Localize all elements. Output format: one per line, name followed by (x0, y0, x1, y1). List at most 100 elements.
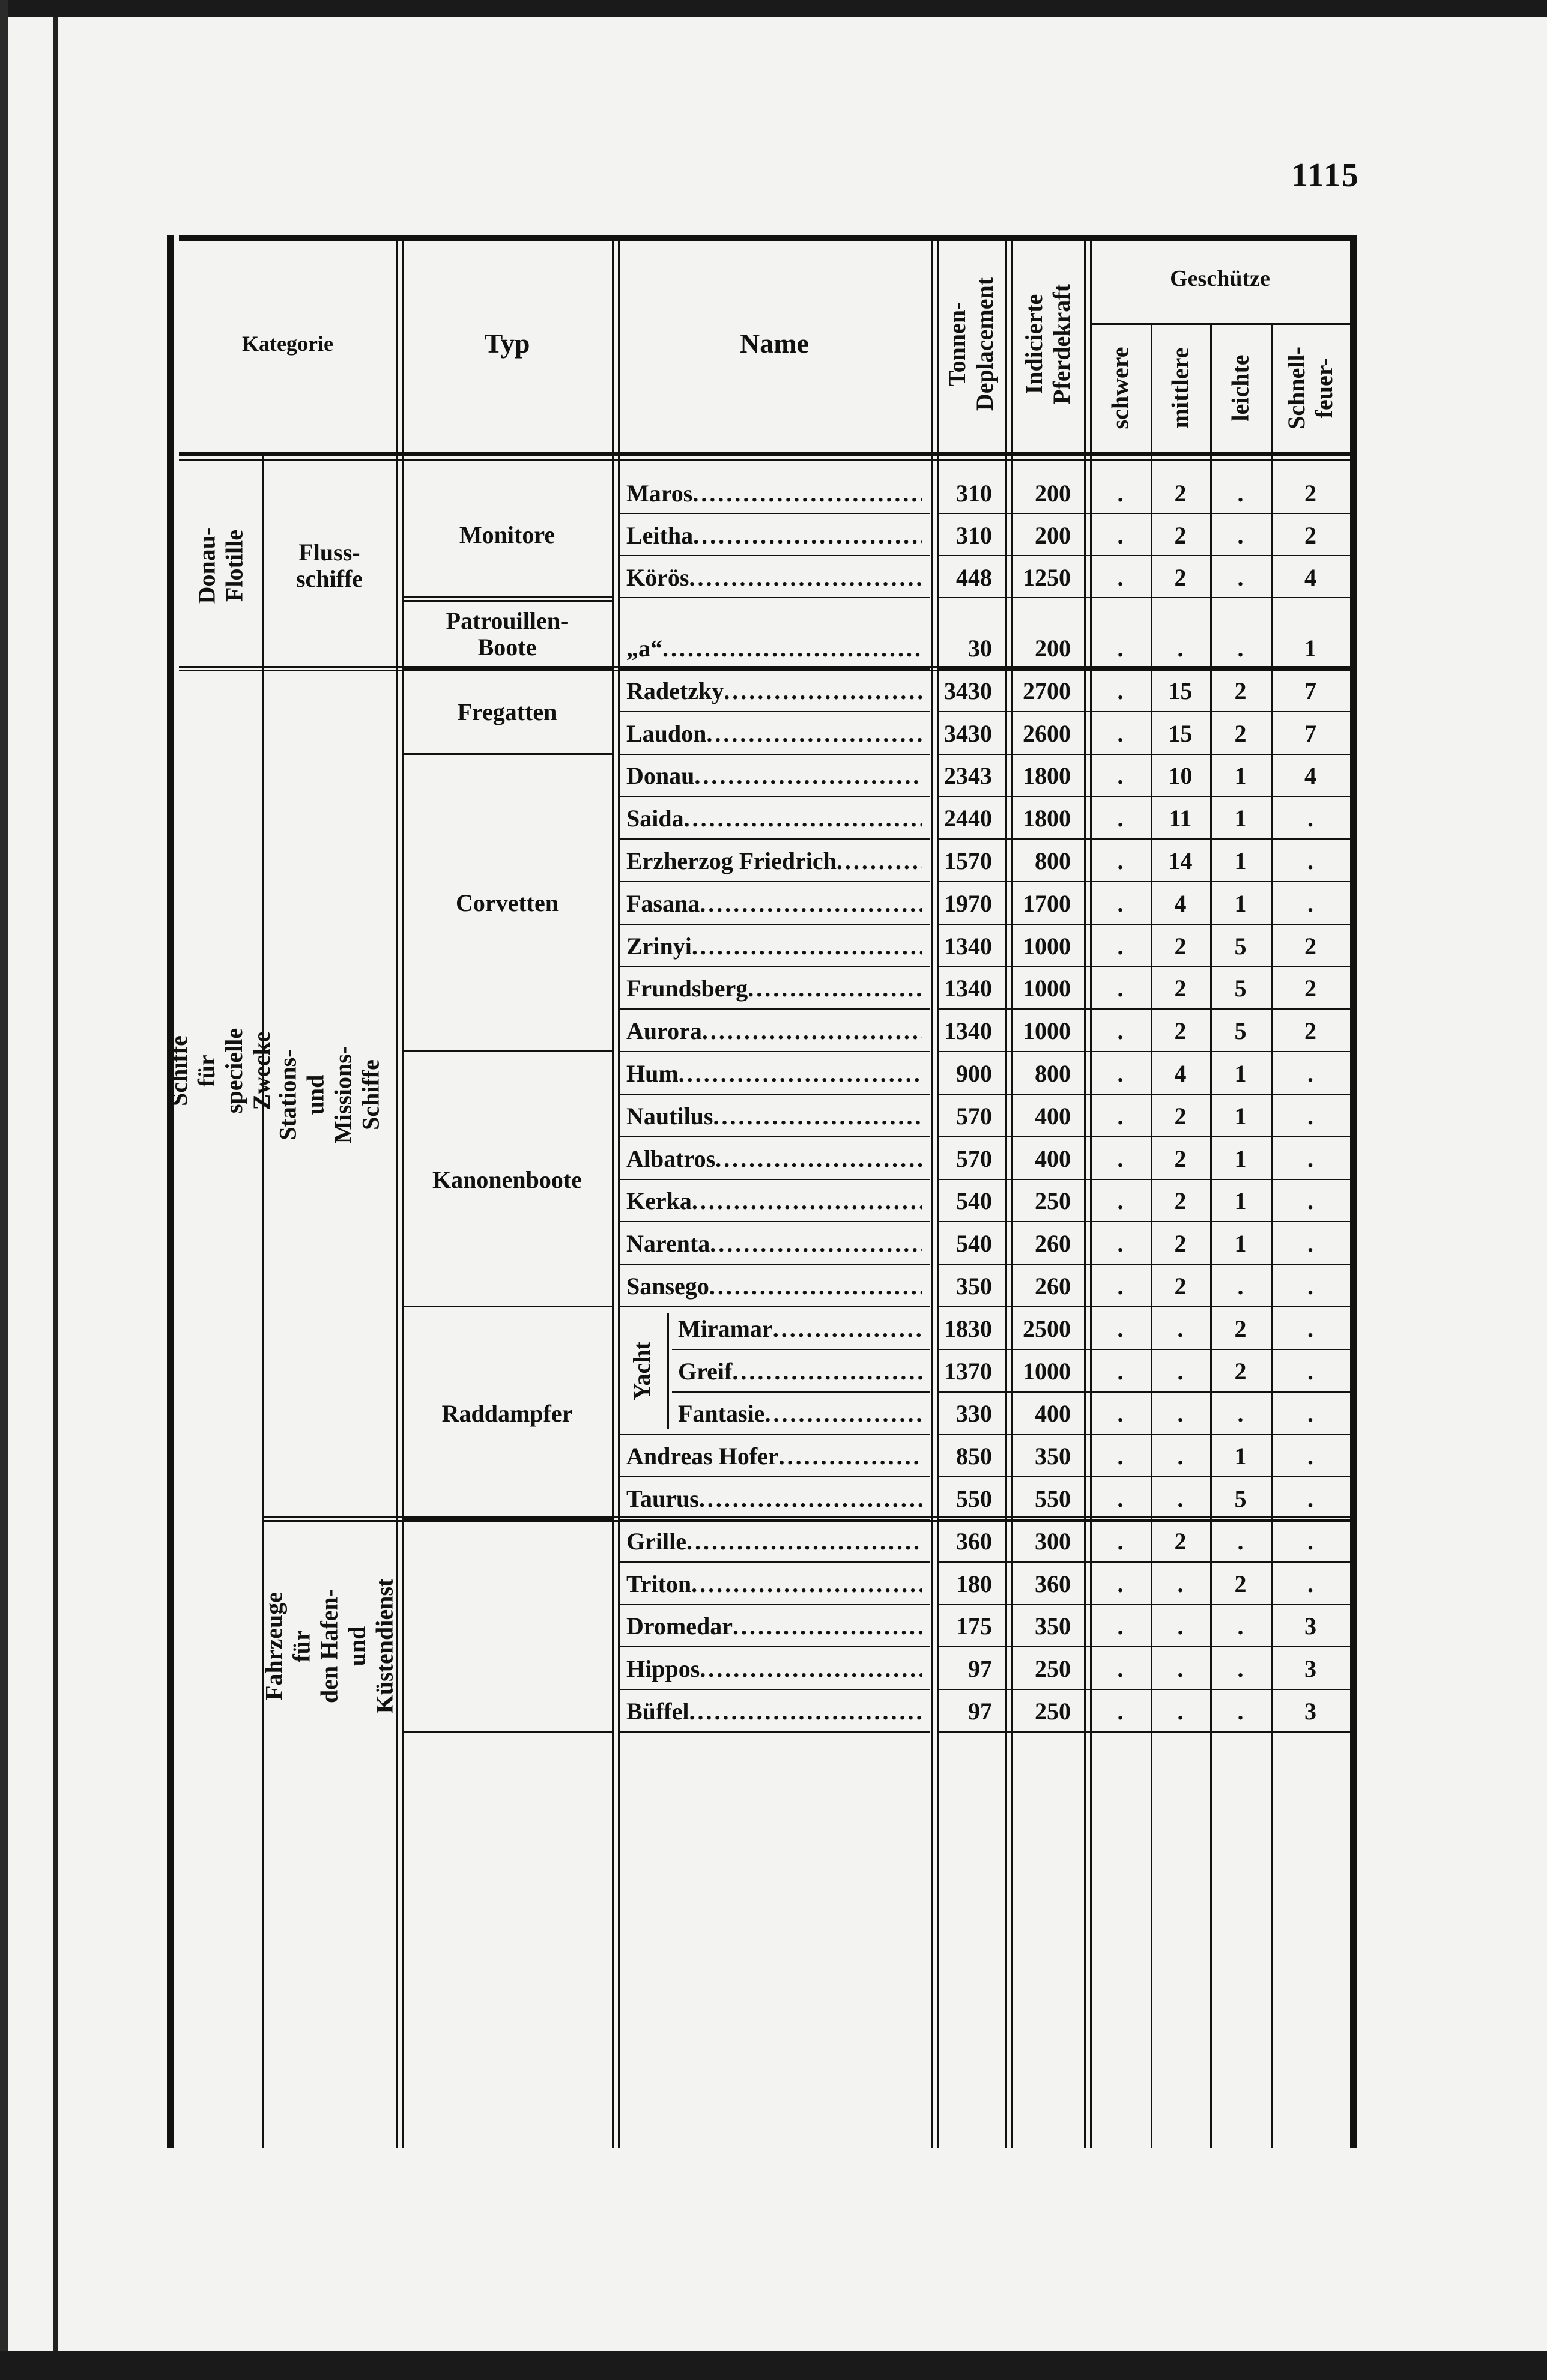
cell-schwere: . (1117, 932, 1124, 960)
leader-dots: ........................................… (778, 1443, 922, 1470)
ship-name-text: Kerka (626, 1187, 692, 1215)
leader-dots: ........................................… (678, 1060, 922, 1088)
cell-pferdekraft: 250 (1035, 1187, 1071, 1215)
ship-name-text: Andreas Hofer (626, 1443, 779, 1470)
cell-schwere: . (1117, 1230, 1124, 1258)
cell-tonnen: 2343 (944, 762, 992, 790)
cell-mittlere: 2 (1174, 1273, 1187, 1300)
cell-schwere: . (1117, 1273, 1124, 1300)
page-number: 1115 (1291, 157, 1360, 194)
cell-mittlere: 2 (1174, 521, 1187, 549)
cell-mittlere: 2 (1174, 932, 1187, 960)
header-mittlere: mittlere (1151, 323, 1210, 452)
row-rule (618, 881, 930, 882)
cell-pferdekraft: 250 (1035, 1698, 1071, 1725)
leader-dots: ........................................… (689, 1698, 922, 1725)
cell-pferdekraft: 200 (1035, 521, 1071, 549)
cell-schwere: . (1117, 635, 1124, 662)
cell-mittlere: 2 (1174, 1187, 1187, 1215)
row-rule (618, 1689, 930, 1691)
header-schnellfeuer: Schnell- feuer- (1271, 323, 1350, 452)
leader-dots: ........................................… (748, 975, 922, 1002)
cell-schnellfeuer: 3 (1304, 1698, 1316, 1725)
leader-dots: ........................................… (700, 1655, 922, 1683)
ship-name: Donau ..................................… (626, 755, 922, 798)
ship-name: Fantasie ...............................… (678, 1393, 922, 1435)
cell-mittlere: 15 (1168, 719, 1193, 747)
row-rule (618, 1434, 930, 1435)
cell-schnellfeuer: . (1307, 1570, 1313, 1597)
ship-name-text: Dromedar (626, 1612, 733, 1640)
ship-name: Laudon .................................… (626, 712, 922, 755)
rule (931, 235, 933, 2148)
ship-name: Triton .................................… (626, 1563, 922, 1605)
row-rule (937, 923, 1350, 925)
cell-mittlere: . (1177, 1570, 1184, 1597)
cell-schnellfeuer: . (1307, 889, 1313, 917)
cell-tonnen: 448 (956, 563, 992, 591)
ship-name: Maros ..................................… (626, 472, 922, 514)
row-rule (618, 1178, 930, 1180)
header-geschuetze: Geschütze (1170, 266, 1270, 292)
cell-mittlere: 2 (1174, 1017, 1187, 1045)
cell-pferdekraft: 800 (1035, 1060, 1071, 1088)
cell-schwere: . (1117, 1612, 1124, 1640)
ship-name-text: Fasana (626, 889, 700, 917)
cell-leichte: . (1237, 1400, 1244, 1428)
cell-tonnen: 1340 (944, 932, 992, 960)
row-rule (618, 1051, 930, 1053)
cell-mittlere: 2 (1174, 975, 1187, 1002)
cell-leichte: 5 (1234, 932, 1247, 960)
unterkategorie-1: Stations- und Missions-Schiffe (262, 670, 396, 1520)
leader-dots: ........................................… (689, 563, 922, 591)
leader-dots: ........................................… (732, 1357, 922, 1385)
cell-leichte: 2 (1234, 719, 1247, 747)
cell-mittlere: . (1177, 1655, 1184, 1683)
cell-schnellfeuer: 3 (1304, 1612, 1316, 1640)
cell-leichte: . (1237, 1698, 1244, 1725)
ship-name: Kerka ..................................… (626, 1180, 922, 1223)
row-rule (618, 923, 930, 925)
leader-dots: ........................................… (836, 847, 922, 875)
ship-name: Aurora .................................… (626, 1010, 922, 1052)
leader-dots: ........................................… (692, 479, 922, 507)
cell-schwere: . (1117, 1145, 1124, 1172)
typ-rule (402, 668, 612, 670)
leader-dots: ........................................… (713, 1102, 923, 1130)
row-rule (618, 1008, 930, 1010)
cell-tonnen: 850 (956, 1443, 992, 1470)
ship-name: Büffel .................................… (626, 1690, 922, 1733)
ship-name: Zrinyi .................................… (626, 925, 922, 967)
cell-schnellfeuer: 2 (1304, 1017, 1316, 1045)
row-rule (618, 1519, 930, 1520)
cell-leichte: 2 (1234, 1357, 1247, 1385)
cell-leichte: . (1237, 1612, 1244, 1640)
row-rule (937, 881, 1350, 882)
cell-tonnen: 900 (956, 1060, 992, 1088)
cell-mittlere: 4 (1174, 889, 1187, 917)
header-leichte: leichte (1210, 323, 1271, 452)
leader-dots: ........................................… (710, 1230, 922, 1258)
cell-leichte: . (1237, 563, 1244, 591)
cell-schwere: . (1117, 1315, 1124, 1342)
cell-schnellfeuer: . (1307, 1315, 1313, 1342)
ship-name: Fasana .................................… (626, 882, 922, 925)
cell-schnellfeuer: 7 (1304, 677, 1316, 704)
ship-name: „a“ ....................................… (626, 627, 922, 670)
row-rule (618, 1306, 930, 1307)
cell-mittlere: . (1177, 1357, 1184, 1385)
cell-schnellfeuer: . (1307, 1485, 1313, 1513)
cell-schwere: . (1117, 677, 1124, 704)
ship-name-text: Fantasie (678, 1400, 765, 1428)
cell-schwere: . (1117, 889, 1124, 917)
leader-dots: ........................................… (724, 677, 922, 704)
cell-schnellfeuer: . (1307, 1400, 1313, 1428)
cell-tonnen: 360 (956, 1527, 992, 1555)
row-rule (672, 1348, 930, 1350)
cell-mittlere: 2 (1174, 479, 1187, 507)
cell-leichte: . (1237, 521, 1244, 549)
cell-pferdekraft: 2700 (1023, 677, 1071, 704)
cell-schwere: . (1117, 479, 1124, 507)
row-rule (937, 1434, 1350, 1435)
cell-tonnen: 2440 (944, 805, 992, 832)
